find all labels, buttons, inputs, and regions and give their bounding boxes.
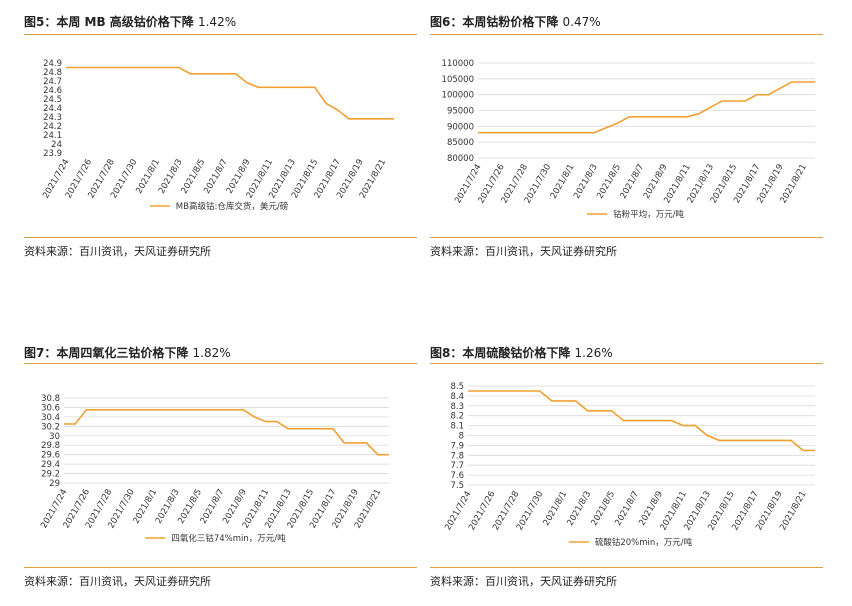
chart1-y-tick-label: 24 [51,140,62,150]
chart2-y-tick-label: 105000 [442,75,474,85]
chart-title-1: 图5：本周 MB 高级钴价格下降 1.42% [24,13,236,30]
source-rule-4 [430,567,823,568]
chart3-y-tick-label: 30.6 [41,403,60,413]
source-rule-1 [24,237,417,238]
chart4-y-tick-label: 7.8 [450,451,464,461]
chart2-y-tick-label: 95000 [447,107,474,117]
chart3-y-tick-label: 29.6 [41,451,60,461]
chart1-y-tick-label: 24.7 [43,77,62,87]
chart1-series-line [66,66,394,120]
chart3-y-tick-label: 30.2 [41,422,60,432]
chart-title-text-4: 图8：本周硫酸钴价格下降 [430,346,571,360]
chart1-y-tick-label: 24.8 [43,68,62,78]
chart-panel-4: 图8：本周硫酸钴价格下降 1.26% 8.5 8.4 8.3 8.2 8.1 8 7.9 7.… [430,330,823,600]
chart1-y-tick-label: 24.2 [43,122,62,132]
chart-title-2: 图6：本周钴粉价格下降 0.47% [430,13,601,30]
chart4-y-tick-label: 8.4 [450,392,464,402]
chart-3: 30.830.630.430.23029.829.629.429.2292021… [39,394,390,544]
chart1-y-tick-label: 23.9 [43,149,62,159]
chart4-series-line [468,390,815,452]
chart3-y-tick-label: 29.8 [41,441,60,451]
chart2-legend: 钴粉平均，万元/吨 [587,209,684,220]
chart1-y-tick-label: 24.5 [43,95,62,105]
chart3-y-tick-label: 30.4 [41,413,60,423]
source-rule-3 [24,567,417,568]
chart4-y-tick-label: 8.2 [450,412,464,422]
chart3-y-tick-label: 30.8 [41,394,60,404]
chart4-y-tick-label: 7.7 [450,461,464,471]
title-rule-2 [430,34,823,35]
chart3-legend: 四氧化三钴74%min，万元/吨 [145,533,286,544]
chart-1: 24.924.824.724.624.524.424.324.224.12423… [41,59,395,212]
chart3-y-tick-label: 29.4 [41,460,60,470]
chart3-legend-label: 四氧化三钴74%min，万元/吨 [171,533,286,544]
chart4-y-tick-label: 7.5 [450,481,464,491]
chart2-y-tick-label: 110000 [442,59,474,69]
chart1-legend-label: MB高级钴:仓库交货，美元/磅 [176,201,289,212]
chart4-y-tick-label: 8 [459,432,464,442]
title-rule-3 [24,363,417,364]
source-note-2: 资料来源：百川资讯，天风证券研究所 [430,245,617,258]
chart-panel-2: 图6：本周钴粉价格下降 0.47% 110000 105000 100000 9500… [430,0,823,300]
chart-title-change-1: 1.42% [197,15,237,29]
title-rule-4 [430,363,823,364]
chart1-y-tick-label: 24.3 [43,113,62,123]
chart-title-3: 图7：本周四氧化三钴价格下降 1.82% [24,344,231,361]
chart3-series-line [64,408,389,456]
chart-title-text-2: 图6：本周钴粉价格下降 [430,15,559,29]
chart1-y-tick-label: 24.9 [43,59,62,69]
chart4-legend: 硫酸钴20%min，万元/吨 [568,537,693,548]
chart3-y-tick-label: 30 [49,432,60,442]
chart1-y-tick-label: 24.6 [43,86,62,96]
chart-title-text-1: 图5：本周 MB 高级钴价格下降 [24,15,194,29]
chart-panel-1: 图5：本周 MB 高级钴价格下降 1.42% 24.9 24.8 24.7 24.6 2… [24,0,417,300]
chart-4: 8.58.48.38.28.187.97.87.77.67.52021/7/24… [443,382,816,548]
chart2-y-tick-label: 80000 [447,154,474,164]
chart4-y-tick-label: 7.6 [450,471,464,481]
source-note-3: 资料来源：百川资讯，天风证券研究所 [24,575,211,588]
source-rule-2 [430,237,823,238]
chart1-y-tick-label: 24.4 [43,104,62,114]
chart4-y-tick-label: 7.9 [450,441,464,451]
chart1-legend: MB高级钴:仓库交货，美元/磅 [149,201,289,212]
chart1-y-tick-label: 24.1 [43,131,62,141]
chart-title-4: 图8：本周硫酸钴价格下降 1.26% [430,344,613,361]
source-note-1: 资料来源：百川资讯，天风证券研究所 [24,245,211,258]
chart-title-change-4: 1.26% [574,346,613,360]
chart-2: 1100001050001000009500090000850008000020… [442,59,816,220]
chart2-y-tick-label: 100000 [442,91,474,101]
chart-title-change-2: 0.47% [562,15,601,29]
chart4-y-tick-label: 8.1 [450,422,464,432]
chart2-y-tick-label: 90000 [447,122,474,132]
chart-title-text-3: 图7：本周四氧化三钴价格下降 [24,346,189,360]
chart-panel-3: 图7：本周四氧化三钴价格下降 1.82% 30.8 30.6 30.4 30.2 30 2… [24,330,417,600]
source-note-4: 资料来源：百川资讯，天风证券研究所 [430,575,617,588]
chart-title-change-3: 1.82% [192,346,231,360]
chart4-y-tick-label: 8.5 [450,382,464,392]
chart4-y-tick-label: 8.3 [450,402,464,412]
chart2-legend-label: 钴粉平均，万元/吨 [613,209,684,220]
chart3-y-tick-label: 29 [49,479,60,489]
title-rule-1 [24,34,417,35]
chart2-series-line [478,81,815,134]
chart2-y-tick-label: 85000 [447,138,474,148]
chart4-legend-label: 硫酸钴20%min，万元/吨 [595,537,693,548]
chart3-y-tick-label: 29.2 [41,470,60,480]
